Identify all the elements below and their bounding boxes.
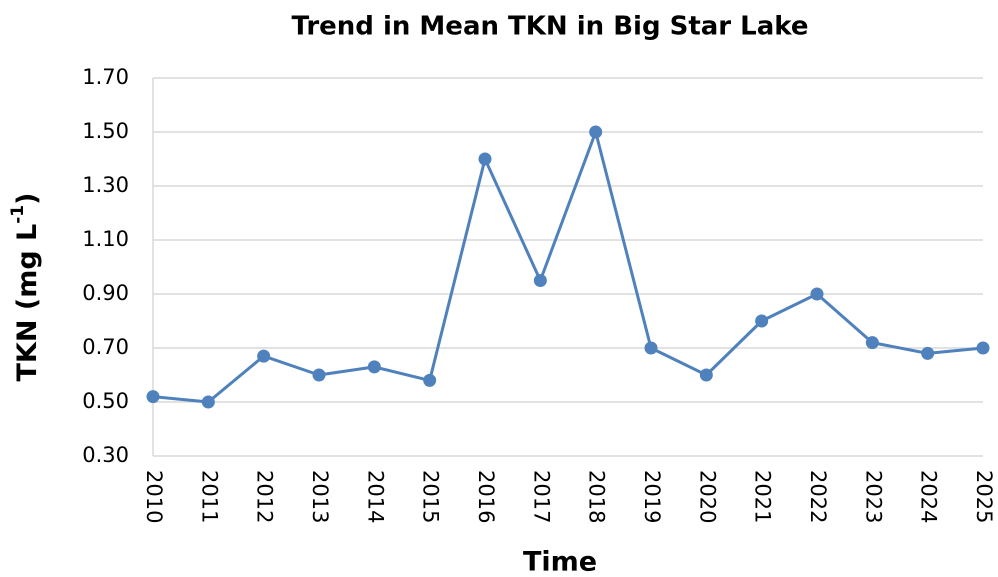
x-tick-label: 2019 — [640, 470, 664, 523]
y-axis-title-superscript: -1 — [8, 205, 28, 224]
x-tick-label: 2024 — [917, 470, 941, 523]
x-tick-label: 2011 — [197, 470, 221, 523]
data-point — [478, 152, 492, 166]
x-tick-label: 2017 — [529, 470, 553, 523]
data-point — [810, 287, 824, 301]
chart-title: Trend in Mean TKN in Big Star Lake — [291, 12, 808, 42]
data-point — [533, 274, 547, 287]
y-tick-label: 0.50 — [82, 389, 129, 413]
x-tick-label: 2021 — [751, 470, 775, 523]
x-tick-label: 2014 — [363, 470, 387, 523]
data-point — [423, 373, 437, 387]
x-tick-label: 2020 — [695, 470, 719, 523]
data-point — [257, 349, 271, 363]
x-tick-label: 2010 — [142, 470, 166, 523]
y-tick-label: 1.30 — [82, 173, 129, 197]
y-tick-label: 1.10 — [82, 227, 129, 251]
data-point — [146, 390, 160, 404]
y-axis-title-suffix: ) — [12, 193, 43, 205]
data-point — [865, 336, 879, 350]
data-point — [644, 341, 658, 355]
x-tick-label: 2012 — [253, 470, 277, 523]
x-tick-label: 2015 — [419, 470, 443, 523]
y-axis-title-text: TKN (mg L — [12, 224, 43, 382]
data-point — [201, 395, 215, 409]
y-tick-label: 0.70 — [82, 335, 129, 359]
x-tick-label: 2022 — [806, 470, 830, 523]
x-tick-label: 2016 — [474, 470, 498, 523]
x-tick-label: 2013 — [308, 470, 332, 523]
data-point — [312, 368, 326, 382]
y-tick-label: 0.90 — [82, 281, 129, 305]
x-tick-label: 2025 — [972, 470, 996, 523]
y-axis-title: TKN (mg L-1) — [8, 193, 43, 382]
data-line — [152, 130, 984, 404]
data-point — [589, 125, 603, 139]
data-point — [976, 341, 990, 355]
x-tick-label: 2018 — [585, 470, 609, 523]
data-point — [921, 346, 935, 360]
y-tick-label: 1.70 — [82, 65, 129, 89]
y-tick-label: 0.30 — [82, 443, 129, 467]
data-point — [367, 360, 381, 374]
x-tick-label: 2023 — [861, 470, 885, 523]
y-tick-label: 1.50 — [82, 119, 129, 143]
data-point — [699, 368, 713, 382]
x-axis-title: Time — [523, 547, 597, 577]
data-point — [755, 314, 769, 328]
